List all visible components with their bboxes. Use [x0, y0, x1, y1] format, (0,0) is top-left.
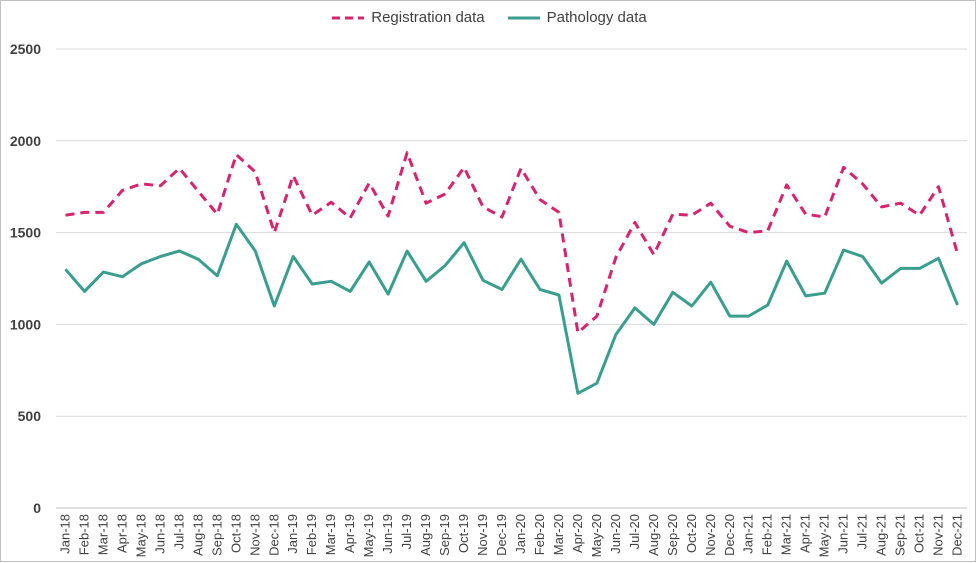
x-tick-label: Feb-20: [532, 514, 547, 555]
x-tick-label: Sep-20: [665, 514, 680, 556]
x-tick-label: Sep-19: [437, 514, 452, 556]
y-tick-label: 2000: [10, 133, 41, 149]
series-line-registration: [65, 151, 959, 335]
x-tick-label: Dec-19: [494, 514, 509, 556]
x-tick-label: May-21: [817, 514, 832, 557]
legend: Registration data Pathology data: [1, 9, 976, 26]
x-tick-label: Jun-19: [380, 514, 395, 554]
x-tick-label: Sep-21: [893, 514, 908, 556]
legend-item-registration: Registration data: [331, 9, 485, 26]
x-tick-label: Jan-18: [57, 514, 72, 554]
x-tick-label: Nov-21: [931, 514, 946, 556]
y-tick-label: 0: [33, 500, 41, 516]
x-tick-label: Apr-20: [570, 514, 585, 553]
x-tick-label: Jun-21: [836, 514, 851, 554]
x-tick-label: Jun-18: [152, 514, 167, 554]
x-tick-label: Mar-19: [323, 514, 338, 555]
x-tick-label: Aug-19: [418, 514, 433, 556]
x-tick-label: Dec-18: [266, 514, 281, 556]
legend-item-pathology: Pathology data: [507, 9, 647, 26]
x-tick-label: Jul-19: [399, 514, 414, 549]
y-tick-label: 1500: [10, 225, 41, 241]
legend-label-registration: Registration data: [371, 9, 485, 26]
x-tick-label: Mar-21: [779, 514, 794, 555]
x-tick-label: Jun-20: [608, 514, 623, 554]
x-tick-label: Aug-21: [874, 514, 889, 556]
x-tick-label: Feb-18: [76, 514, 91, 555]
x-tick-label: Nov-18: [247, 514, 262, 556]
x-tick-label: Jan-20: [513, 514, 528, 554]
x-tick-label: May-18: [133, 514, 148, 557]
x-tick-label: Oct-20: [684, 514, 699, 553]
legend-label-pathology: Pathology data: [546, 9, 647, 26]
x-tick-label: Nov-20: [703, 514, 718, 556]
series-line-pathology: [64, 222, 959, 395]
x-tick-label: Jul-20: [627, 514, 642, 549]
x-tick-label: Feb-19: [304, 514, 319, 555]
x-tick-label: Oct-18: [228, 514, 243, 553]
x-tick-label: Dec-21: [950, 514, 965, 556]
x-tick-label: Jul-21: [855, 514, 870, 549]
x-tick-label: Oct-21: [912, 514, 927, 553]
x-tick-label: Feb-21: [760, 514, 775, 555]
x-tick-label: Jul-18: [171, 514, 186, 549]
x-tick-label: Aug-18: [190, 514, 205, 556]
x-tick-label: May-19: [361, 514, 376, 557]
x-tick-label: Sep-18: [209, 514, 224, 556]
legend-swatch-solid: [507, 16, 540, 19]
x-tick-label: Nov-19: [475, 514, 490, 556]
x-tick-label: Mar-20: [551, 514, 566, 555]
x-tick-label: Aug-20: [646, 514, 661, 556]
x-tick-label: Apr-18: [114, 514, 129, 553]
x-tick-label: May-20: [589, 514, 604, 557]
x-tick-label: Jan-19: [285, 514, 300, 554]
y-tick-label: 1000: [10, 316, 41, 332]
y-tick-label: 2500: [10, 41, 41, 57]
x-tick-label: Dec-20: [722, 514, 737, 556]
x-tick-label: Apr-19: [342, 514, 357, 553]
x-tick-label: Oct-19: [456, 514, 471, 553]
y-tick-label: 500: [18, 408, 42, 424]
x-tick-label: Apr-21: [798, 514, 813, 553]
x-tick-label: Jan-21: [741, 514, 756, 554]
x-tick-label: Mar-18: [95, 514, 110, 555]
legend-swatch-dashed: [332, 16, 365, 19]
